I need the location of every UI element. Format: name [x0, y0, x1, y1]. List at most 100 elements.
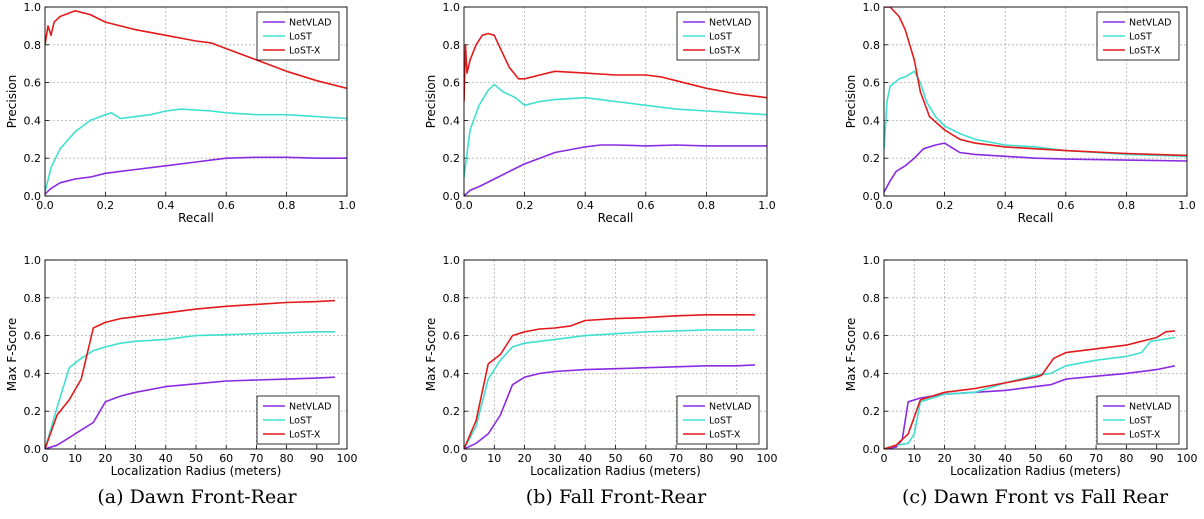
y-tick-label: 1.0 — [443, 254, 461, 267]
x-axis-label: Recall — [1018, 211, 1054, 225]
x-tick-label: 0.0 — [875, 199, 893, 212]
x-axis-label: Recall — [598, 211, 634, 225]
y-tick-label: 0.6 — [863, 330, 881, 343]
x-tick-label: 90 — [310, 452, 324, 465]
x-tick-label: 70 — [249, 452, 263, 465]
y-tick-label: 0.8 — [443, 292, 461, 305]
x-tick-label: 0.0 — [36, 199, 54, 212]
x-tick-label: 0.4 — [157, 199, 175, 212]
y-tick-label: 0.8 — [863, 292, 881, 305]
x-tick-label: 10 — [907, 452, 921, 465]
legend-label-netvlad: NetVLAD — [1129, 18, 1172, 29]
plot-frame — [463, 259, 768, 450]
y-tick-label: 1.0 — [863, 1, 881, 14]
x-tick-label: 1.0 — [1178, 199, 1196, 212]
x-tick-label: 0.6 — [1057, 199, 1075, 212]
x-tick-label: 60 — [219, 452, 233, 465]
x-tick-label: 50 — [609, 452, 623, 465]
series-line-netvlad — [464, 364, 755, 449]
legend-label-lost-x: LoST-X — [709, 46, 741, 57]
y-tick-label: 0.4 — [863, 367, 881, 380]
y-axis-label: Max F-Score — [424, 318, 438, 391]
x-tick-label: 0.6 — [217, 199, 235, 212]
x-tick-label: 60 — [1059, 452, 1073, 465]
series-line-lost — [45, 108, 347, 193]
plot-frame — [463, 6, 768, 197]
y-tick-label: 0.4 — [443, 367, 461, 380]
x-tick-label: 100 — [1177, 452, 1198, 465]
series-line-lost-x — [45, 10, 347, 90]
plot-frame — [44, 259, 348, 450]
series-line-netvlad — [464, 144, 767, 196]
series-line-netvlad — [884, 142, 1187, 193]
y-tick-label: 0.8 — [863, 39, 881, 52]
x-tick-label: 30 — [129, 452, 143, 465]
plot-frame — [883, 259, 1188, 450]
legend-label-netvlad: NetVLAD — [709, 402, 752, 413]
legend-label-lost: LoST — [289, 32, 312, 43]
series-line-netvlad — [884, 365, 1176, 449]
chart-f-b: 0 10 20 30 40 50 60 70 80 90 100 0.0 0.2 0.4 0.6 0.8 1.0… — [424, 254, 778, 478]
legend-label-lost: LoST — [1129, 32, 1152, 43]
x-tick-label: 60 — [639, 452, 653, 465]
x-tick-label: 30 — [968, 452, 982, 465]
x-tick-label: 0.8 — [1118, 199, 1136, 212]
chart-pr-a: 0.0 0.2 0.4 0.6 0.8 1.0 0.0 0.2 0.4 0.6 0.8 1.0 Reca… — [5, 1, 356, 225]
legend-label-lost-x: LoST-X — [1129, 46, 1161, 57]
x-tick-label: 90 — [1150, 452, 1164, 465]
y-tick-label: 0.2 — [24, 152, 42, 165]
y-axis-label: Precision — [844, 75, 858, 129]
x-tick-label: 0.2 — [97, 199, 115, 212]
y-tick-label: 0.6 — [863, 77, 881, 90]
x-tick-label: 10 — [68, 452, 82, 465]
x-tick-label: 40 — [578, 452, 592, 465]
caption-a: (a) Dawn Front-Rear — [97, 486, 297, 508]
legend-label-netvlad: NetVLAD — [709, 18, 752, 29]
x-tick-label: 1.0 — [758, 199, 776, 212]
legend-label-lost-x: LoST-X — [289, 430, 321, 441]
y-tick-label: 1.0 — [863, 254, 881, 267]
y-tick-label: 0.2 — [443, 405, 461, 418]
y-tick-label: 1.0 — [24, 1, 42, 14]
series-line-lost-x — [45, 299, 335, 449]
x-axis-label: Recall — [178, 211, 214, 225]
x-tick-label: 0.8 — [698, 199, 716, 212]
legend-label-lost: LoST — [709, 416, 732, 427]
legend-label-netvlad: NetVLAD — [289, 18, 332, 29]
series-line-lost — [464, 83, 767, 178]
y-tick-label: 0.6 — [443, 77, 461, 90]
y-tick-label: 0.4 — [24, 367, 42, 380]
chart-pr-c: 0.0 0.2 0.4 0.6 0.8 1.0 0.0 0.2 0.4 0.6 0.8 1.0 Reca… — [844, 1, 1196, 225]
y-tick-label: 0.4 — [24, 114, 42, 127]
y-axis-label: Max F-Score — [844, 318, 858, 391]
series-line-lost — [884, 70, 1187, 158]
x-tick-label: 20 — [98, 452, 112, 465]
y-tick-label: 0.4 — [863, 114, 881, 127]
series-line-lost-x — [464, 314, 755, 449]
x-tick-label: 80 — [699, 452, 713, 465]
legend-box — [256, 11, 340, 61]
series-line-netvlad — [45, 156, 347, 195]
x-tick-label: 0.4 — [576, 199, 594, 212]
y-tick-label: 0.2 — [24, 405, 42, 418]
y-tick-label: 0.0 — [443, 443, 461, 456]
x-tick-label: 20 — [518, 452, 532, 465]
y-tick-label: 0.2 — [443, 152, 461, 165]
caption-c: (c) Dawn Front vs Fall Rear — [901, 486, 1169, 508]
legend-label-lost: LoST — [1129, 416, 1152, 427]
chart-pr-b: 0.0 0.2 0.4 0.6 0.8 1.0 0.0 0.2 0.4 0.6 0.8 1.0 Reca… — [424, 1, 776, 225]
y-tick-label: 0.6 — [443, 330, 461, 343]
x-tick-label: 0 — [881, 452, 888, 465]
x-tick-label: 1.0 — [338, 199, 356, 212]
x-tick-label: 70 — [1089, 452, 1103, 465]
series-line-lost — [45, 331, 335, 449]
x-tick-label: 0 — [461, 452, 468, 465]
y-axis-label: Max F-Score — [5, 318, 19, 391]
x-tick-label: 90 — [730, 452, 744, 465]
plot-frame — [883, 6, 1188, 197]
caption-b: (b) Fall Front-Rear — [525, 486, 707, 508]
y-tick-label: 0.0 — [24, 443, 42, 456]
legend-label-lost: LoST — [289, 416, 312, 427]
y-axis-label: Precision — [5, 75, 19, 129]
